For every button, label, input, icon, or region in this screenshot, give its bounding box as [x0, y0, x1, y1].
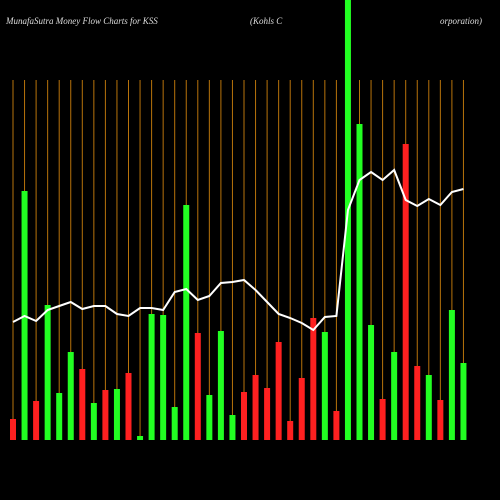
- bar: [425, 375, 432, 440]
- bar: [160, 315, 167, 440]
- chart-subtitle: (Kohls C: [250, 16, 283, 26]
- bar: [264, 388, 271, 440]
- bar: [67, 352, 74, 440]
- bar: [90, 403, 97, 440]
- bar: [79, 369, 86, 440]
- bar: [102, 390, 109, 440]
- bar: [356, 124, 363, 440]
- bar: [44, 305, 51, 440]
- bar: [229, 415, 236, 440]
- bar: [252, 375, 259, 440]
- bar: [344, 0, 351, 440]
- bar: [287, 421, 294, 440]
- bar: [368, 325, 375, 440]
- bar: [379, 399, 386, 440]
- bar: [391, 352, 398, 440]
- bar: [33, 401, 40, 440]
- bar: [194, 333, 201, 440]
- bar: [402, 144, 409, 440]
- bar: [56, 393, 63, 440]
- bar: [113, 389, 120, 440]
- chart-title: MunafaSutra Money Flow Charts for KSS: [5, 16, 158, 26]
- bar: [183, 205, 190, 440]
- bar: [460, 363, 467, 440]
- bar: [137, 436, 144, 440]
- bar: [125, 373, 132, 440]
- money-flow-line: [12, 168, 464, 332]
- bar: [10, 419, 16, 440]
- chart-subtitle: orporation): [440, 16, 482, 26]
- bar: [171, 407, 178, 440]
- bar: [241, 392, 247, 440]
- bar: [333, 411, 340, 440]
- bar: [310, 318, 317, 440]
- bar: [217, 331, 224, 440]
- bar: [414, 366, 421, 440]
- bar: [321, 332, 328, 440]
- bar: [298, 378, 305, 440]
- bar: [448, 310, 455, 440]
- bar: [275, 342, 282, 440]
- bar: [206, 395, 213, 440]
- bar: [148, 314, 155, 440]
- bar: [437, 400, 444, 440]
